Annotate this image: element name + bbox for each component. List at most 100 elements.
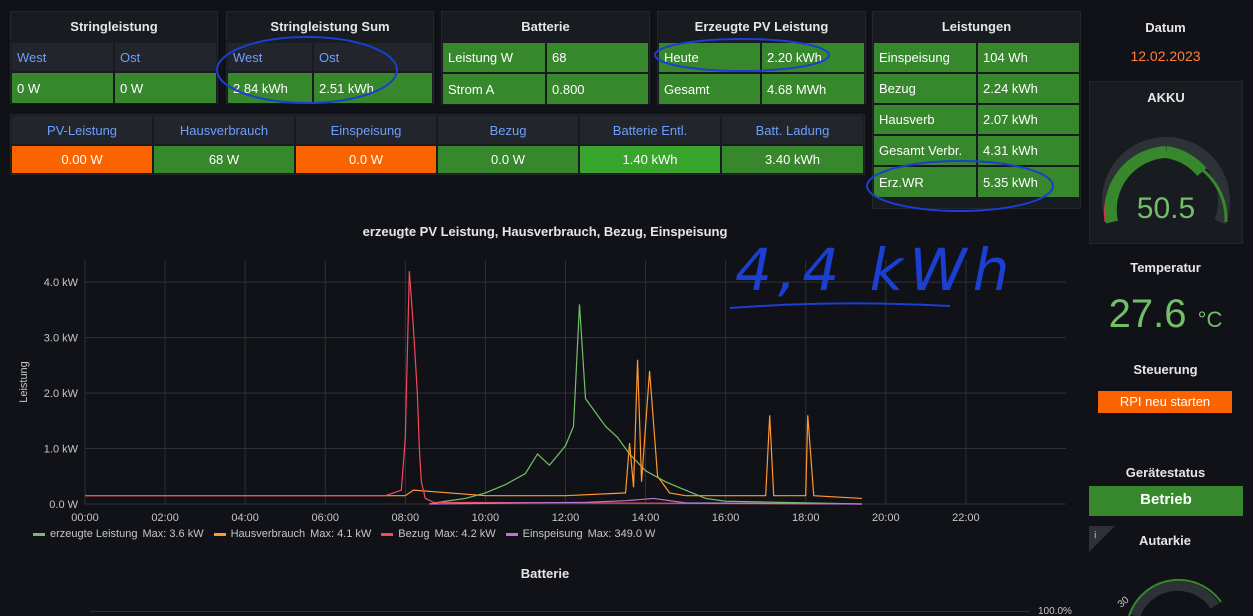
value-west: 0 W — [11, 72, 114, 104]
chart-legend: erzeugte Leistung Max: 3.6 kW Hausverbrauc… — [33, 528, 655, 540]
legend-item[interactable]: erzeugte Leistung Max: 3.6 kW — [33, 528, 204, 540]
value-einspeisung: 104 Wh — [977, 42, 1080, 73]
y-axis: 0.0 W 1.0 kW 2.0 kW 3.0 kW 4.0 kW — [44, 277, 79, 511]
akku-gauge-panel: AKKU 50.5 — [1089, 81, 1243, 244]
temperatur-value-wrap: 27.6 °C — [1089, 292, 1242, 337]
legend-item[interactable]: Bezug Max: 4.2 kW — [381, 528, 496, 540]
stringleistung-sum-panel: Stringleistung Sum West Ost 2.84 kWh 2.5… — [226, 11, 434, 104]
series-line-erzeugte-leistung — [429, 304, 862, 505]
value-bezug: 0.0 W — [437, 145, 579, 174]
header-bezug[interactable]: Bezug — [437, 115, 579, 145]
y-tick-label: 2.0 kW — [44, 388, 79, 400]
x-tick-label: 16:00 — [712, 512, 740, 524]
akku-value: 50.5 — [1137, 192, 1195, 225]
legend-series-max: Max: 4.2 kW — [434, 528, 496, 540]
autarkie-gauge-arc — [1130, 580, 1220, 616]
datum-value: 12.02.2023 — [1130, 48, 1201, 64]
legend-series-max: Max: 3.6 kW — [142, 528, 204, 540]
power-line-chart[interactable]: 0.0 W 1.0 kW 2.0 kW 3.0 kW 4.0 kW 00:00 02:00… — [0, 250, 1080, 550]
batterie-chart-gridline — [90, 611, 1030, 612]
x-tick-label: 00:00 — [71, 512, 99, 524]
temperatur-unit: °C — [1197, 307, 1223, 332]
batterie-chart-tick: 100.0% — [1038, 606, 1072, 616]
label-einspeisung: Einspeisung — [873, 42, 977, 73]
value-hausverbrauch: 68 W — [153, 145, 295, 174]
legend-series-max: Max: 349.0 W — [587, 528, 656, 540]
value-batt-ladung: 3.40 kWh — [721, 145, 864, 174]
value-west: 2.84 kWh — [227, 72, 313, 104]
erzeugte-pv-panel: Erzeugte PV Leistung Heute 2.20 kWh Gesa… — [657, 11, 866, 105]
series-line-hausverbrauch — [85, 359, 862, 500]
info-icon[interactable]: i — [1089, 526, 1119, 556]
x-tick-label: 10:00 — [472, 512, 500, 524]
header-pv-leistung[interactable]: PV-Leistung — [11, 115, 153, 145]
x-tick-label: 18:00 — [792, 512, 820, 524]
value-ost: 2.51 kWh — [313, 72, 433, 104]
autarkie-label: Autarkie — [1138, 533, 1192, 548]
temperatur-label: Temperatur — [1130, 260, 1201, 275]
y-tick-label: 0.0 W — [49, 499, 78, 511]
value-gesamt-verbr: 4.31 kWh — [977, 135, 1080, 166]
header-batterie-entl[interactable]: Batterie Entl. — [579, 115, 721, 145]
header-hausverbrauch[interactable]: Hausverbrauch — [153, 115, 295, 145]
rpi-restart-button[interactable]: RPI neu starten — [1098, 391, 1232, 413]
x-tick-label: 20:00 — [872, 512, 900, 524]
x-tick-label: 06:00 — [311, 512, 339, 524]
header-einspeisung[interactable]: Einspeisung — [295, 115, 437, 145]
x-tick-label: 04:00 — [231, 512, 259, 524]
legend-swatch — [505, 532, 518, 536]
legend-series-name: Hausverbrauch — [230, 528, 306, 540]
legend-swatch — [33, 532, 45, 536]
batterie-panel: Batterie Leistung W 68 Strom A 0.800 — [441, 11, 650, 105]
value-pv-leistung: 0.00 W — [11, 145, 153, 174]
legend-item[interactable]: Einspeisung Max: 349.0 W — [505, 528, 656, 540]
header-ost[interactable]: Ost — [114, 42, 217, 72]
datum-label: Datum — [1145, 20, 1186, 35]
label-bezug: Bezug — [873, 73, 977, 104]
autarkie-gauge: 30 — [1116, 578, 1222, 616]
x-tick-label: 22:00 — [952, 512, 980, 524]
akku-label: AKKU — [1147, 90, 1185, 105]
gauge-fill — [1104, 146, 1167, 224]
label-leistung: Leistung W — [442, 42, 546, 73]
label-heute: Heute — [658, 42, 761, 73]
steuerung-label: Steuerung — [1133, 362, 1198, 377]
y-tick-label: 4.0 kW — [44, 277, 79, 289]
y-tick-label: 1.0 kW — [44, 444, 79, 456]
value-batterie-entl: 1.40 kWh — [579, 145, 721, 174]
legend-item[interactable]: Hausverbrauch Max: 4.1 kW — [213, 528, 371, 540]
header-batt-ladung[interactable]: Batt. Ladung — [721, 115, 864, 145]
akku-gauge: 50.5 — [1102, 136, 1230, 225]
header-west[interactable]: West — [11, 42, 114, 72]
geraetestatus-badge: Betrieb — [1089, 486, 1243, 516]
panel-title: Erzeugte PV Leistung — [694, 19, 829, 34]
x-tick-label: 02:00 — [151, 512, 179, 524]
chart-grid — [84, 260, 1066, 505]
legend-series-name: Einspeisung — [522, 528, 583, 540]
summary-panel: PV-Leistung Hausverbrauch Einspeisung Be… — [10, 114, 865, 175]
autarkie-tick: 30 — [1116, 594, 1132, 610]
legend-swatch — [381, 532, 394, 536]
panel-title: Stringleistung — [70, 19, 158, 34]
legend-series-name: erzeugte Leistung — [50, 528, 138, 540]
header-ost[interactable]: Ost — [313, 42, 433, 72]
series-line-bezug — [85, 271, 862, 505]
temperatur-value: 27.6 — [1108, 292, 1187, 336]
panel-title: Stringleistung Sum — [270, 19, 390, 34]
value-bezug: 2.24 kWh — [977, 73, 1080, 104]
series-line-einspeisung — [429, 497, 862, 505]
leistungen-panel: Leistungen Einspeisung 104 Wh Bezug 2.24… — [872, 11, 1081, 209]
label-hausverb: Hausverb — [873, 104, 977, 135]
value-ost: 0 W — [114, 72, 217, 104]
value-erz-wr: 5.35 kWh — [977, 166, 1080, 198]
x-tick-label: 08:00 — [392, 512, 420, 524]
y-axis-label: Leistung — [18, 361, 30, 403]
header-west[interactable]: West — [227, 42, 313, 72]
gauge-fill-2 — [1164, 146, 1207, 177]
x-tick-label: 12:00 — [552, 512, 580, 524]
chart-title: erzeugte PV Leistung, Hausverbrauch, Bez… — [362, 224, 728, 239]
legend-series-name: Bezug — [398, 528, 430, 540]
label-erz-wr: Erz.WR — [873, 166, 977, 198]
label-gesamt: Gesamt — [658, 73, 761, 105]
label-strom: Strom A — [442, 73, 546, 105]
